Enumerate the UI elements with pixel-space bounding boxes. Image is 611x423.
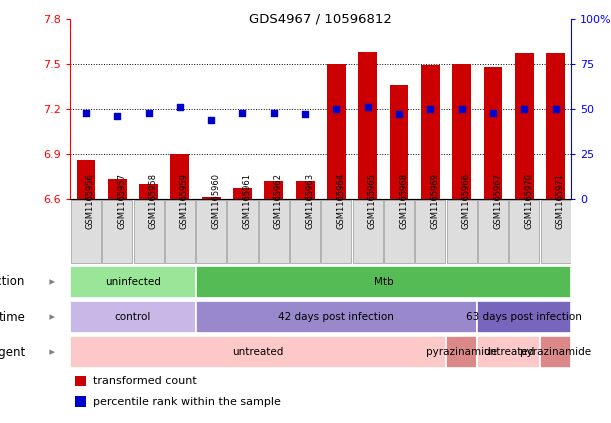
FancyBboxPatch shape — [259, 200, 289, 263]
Bar — [390, 85, 409, 199]
Text: GSM1165958: GSM1165958 — [148, 173, 158, 229]
Bar — [139, 184, 158, 199]
Bar — [515, 53, 534, 199]
FancyBboxPatch shape — [70, 266, 196, 298]
Bar — [75, 396, 86, 407]
FancyBboxPatch shape — [415, 200, 445, 263]
Bar — [327, 64, 346, 199]
FancyBboxPatch shape — [540, 336, 571, 368]
Bar — [359, 52, 377, 199]
Text: pyrazinamide: pyrazinamide — [426, 347, 497, 357]
Text: GSM1165956: GSM1165956 — [86, 173, 95, 229]
FancyBboxPatch shape — [196, 200, 226, 263]
FancyBboxPatch shape — [477, 301, 571, 333]
Text: GSM1165969: GSM1165969 — [430, 173, 439, 229]
Text: GSM1165968: GSM1165968 — [399, 173, 408, 230]
Bar — [265, 181, 284, 199]
Text: Mtb: Mtb — [373, 277, 393, 287]
Point — [457, 105, 467, 112]
Text: 42 days post infection: 42 days post infection — [279, 312, 394, 322]
Point — [363, 104, 373, 110]
Text: GSM1165963: GSM1165963 — [305, 173, 314, 230]
Point — [175, 104, 185, 110]
Text: transformed count: transformed count — [93, 376, 197, 386]
FancyBboxPatch shape — [134, 200, 164, 263]
FancyBboxPatch shape — [321, 200, 351, 263]
Text: time: time — [0, 310, 25, 324]
Point — [81, 109, 91, 116]
Point — [488, 109, 498, 116]
Bar — [233, 188, 252, 199]
FancyBboxPatch shape — [478, 200, 508, 263]
Text: infection: infection — [0, 275, 25, 288]
Point — [425, 105, 435, 112]
Bar — [76, 160, 95, 199]
FancyBboxPatch shape — [70, 336, 446, 368]
Bar — [452, 64, 471, 199]
FancyBboxPatch shape — [165, 200, 195, 263]
Text: GSM1165960: GSM1165960 — [211, 173, 220, 229]
Text: agent: agent — [0, 346, 25, 359]
FancyBboxPatch shape — [541, 200, 571, 263]
Text: GSM1165965: GSM1165965 — [368, 173, 377, 229]
FancyBboxPatch shape — [70, 301, 196, 333]
Text: control: control — [115, 312, 151, 322]
FancyBboxPatch shape — [477, 336, 540, 368]
Text: GSM1165959: GSM1165959 — [180, 173, 189, 229]
Text: GSM1165962: GSM1165962 — [274, 173, 283, 229]
Bar — [75, 376, 86, 386]
FancyBboxPatch shape — [102, 200, 132, 263]
Point — [332, 105, 342, 112]
FancyBboxPatch shape — [353, 200, 382, 263]
Bar — [202, 197, 221, 199]
FancyBboxPatch shape — [290, 200, 320, 263]
FancyBboxPatch shape — [71, 200, 101, 263]
Point — [207, 116, 216, 123]
Point — [519, 105, 529, 112]
Bar — [421, 66, 440, 199]
Point — [112, 113, 122, 119]
Text: GSM1165961: GSM1165961 — [243, 173, 252, 229]
FancyBboxPatch shape — [196, 301, 477, 333]
Bar — [484, 67, 502, 199]
FancyBboxPatch shape — [227, 200, 257, 263]
Point — [238, 109, 247, 116]
Text: GSM1165971: GSM1165971 — [555, 173, 565, 229]
FancyBboxPatch shape — [446, 336, 477, 368]
FancyBboxPatch shape — [447, 200, 477, 263]
Text: GSM1165967: GSM1165967 — [493, 173, 502, 230]
Point — [300, 111, 310, 118]
Bar — [546, 53, 565, 199]
Text: GSM1165957: GSM1165957 — [117, 173, 126, 229]
Point — [551, 105, 560, 112]
FancyBboxPatch shape — [384, 200, 414, 263]
Bar — [296, 181, 315, 199]
Text: uninfected: uninfected — [105, 277, 161, 287]
FancyBboxPatch shape — [510, 200, 540, 263]
Text: 63 days post infection: 63 days post infection — [466, 312, 582, 322]
Text: pyrazinamide: pyrazinamide — [520, 347, 591, 357]
Point — [144, 109, 153, 116]
Bar — [170, 154, 189, 199]
Text: untreated: untreated — [232, 347, 284, 357]
Bar — [108, 179, 126, 199]
Point — [269, 109, 279, 116]
Text: GDS4967 / 10596812: GDS4967 / 10596812 — [249, 13, 392, 26]
Text: GSM1165970: GSM1165970 — [524, 173, 533, 229]
Text: GSM1165964: GSM1165964 — [337, 173, 345, 229]
Text: untreated: untreated — [483, 347, 535, 357]
FancyBboxPatch shape — [196, 266, 571, 298]
Point — [394, 111, 404, 118]
Text: GSM1165966: GSM1165966 — [462, 173, 470, 230]
Text: percentile rank within the sample: percentile rank within the sample — [93, 397, 280, 407]
